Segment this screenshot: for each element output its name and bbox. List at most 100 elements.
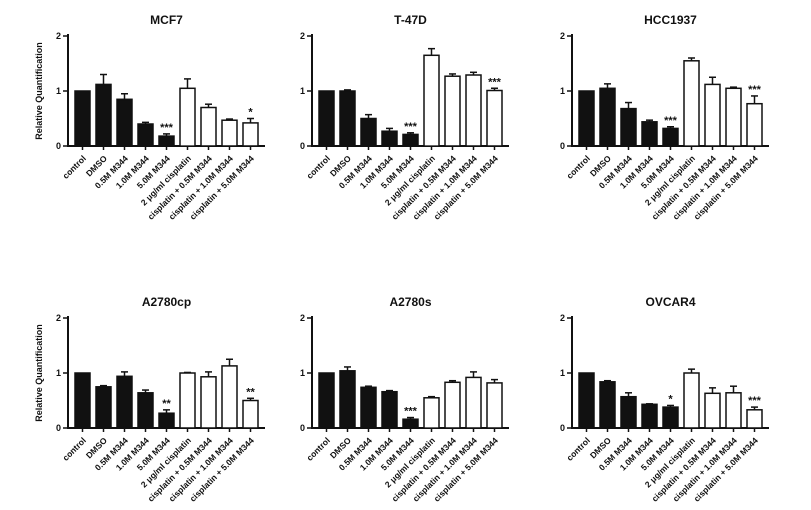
bar: [221, 365, 238, 429]
bar: [444, 75, 461, 147]
y-tick-label: 2: [56, 31, 61, 41]
significance-stars: ***: [404, 406, 418, 418]
bar: [620, 395, 637, 429]
y-tick-label: 1: [56, 368, 61, 378]
x-tick-label: control: [304, 153, 331, 180]
significance-stars: ***: [748, 395, 762, 407]
bar: [641, 403, 658, 429]
significance-stars: **: [162, 398, 171, 410]
significance-stars: ***: [748, 84, 762, 96]
y-tick-label: 2: [560, 31, 565, 41]
bar: [662, 127, 679, 147]
y-tick-label: 0: [56, 423, 61, 433]
bar: [339, 370, 356, 429]
bar: [641, 121, 658, 147]
bar: [423, 397, 440, 429]
bar: [74, 372, 91, 429]
y-tick-label: 0: [560, 141, 565, 151]
x-tick-label: control: [564, 435, 591, 462]
bar: [179, 87, 196, 147]
x-tick-label: control: [60, 435, 87, 462]
bar: [339, 90, 356, 147]
bar: [746, 102, 763, 147]
bar: [158, 135, 175, 147]
chart-t47d: T-47D 0 1 2 control DMSO 0.5M M344 1.0M M344 ***…: [282, 6, 544, 228]
bar: [578, 372, 595, 429]
significance-stars: ***: [488, 76, 502, 88]
bar: [242, 122, 259, 147]
bar: [200, 376, 217, 429]
y-tick-label: 2: [56, 313, 61, 323]
bar: [116, 375, 133, 429]
bar: [137, 392, 154, 429]
bar: [444, 381, 461, 429]
chart-mcf7: MCF7 0 1 2 Relative Quantification control DMS…: [20, 6, 282, 228]
chart-title: A2780cp: [142, 295, 191, 309]
significance-stars: **: [246, 386, 255, 398]
bar: [95, 386, 112, 429]
bar: [486, 89, 503, 147]
y-tick-label: 2: [300, 313, 305, 323]
bar: [179, 372, 196, 429]
x-tick-label: control: [304, 435, 331, 462]
x-tick-label: control: [60, 153, 87, 180]
chart-title: T-47D: [394, 13, 427, 27]
bar: [200, 106, 217, 147]
bar: [683, 372, 700, 429]
bar: [360, 117, 377, 147]
chart-title: A2780s: [389, 295, 431, 309]
y-tick-label: 1: [300, 368, 305, 378]
x-tick-label: control: [564, 153, 591, 180]
y-axis-label: Relative Quantification: [34, 324, 44, 422]
bar: [221, 119, 238, 147]
y-tick-label: 2: [560, 313, 565, 323]
significance-stars: *: [668, 393, 673, 405]
significance-stars: ***: [404, 121, 418, 133]
bar: [620, 107, 637, 147]
bar: [704, 83, 721, 147]
bar: [486, 382, 503, 429]
y-tick-label: 2: [300, 31, 305, 41]
chart-a2780cp: A2780cp 0 1 2 Relative Quantification control…: [20, 288, 282, 510]
bar: [599, 87, 616, 147]
bar: [423, 54, 440, 147]
bar: [725, 87, 742, 147]
bar: [95, 83, 112, 147]
y-tick-label: 0: [560, 423, 565, 433]
y-tick-label: 1: [560, 86, 565, 96]
y-tick-label: 0: [300, 141, 305, 151]
y-axis-label: Relative Quantification: [34, 42, 44, 140]
significance-stars: ***: [664, 115, 678, 127]
bar: [402, 418, 419, 429]
significance-stars: ***: [160, 122, 174, 134]
bar: [318, 90, 335, 147]
bar: [318, 372, 335, 429]
bar: [381, 130, 398, 147]
y-tick-label: 1: [560, 368, 565, 378]
bar: [465, 74, 482, 147]
bar: [683, 60, 700, 147]
bar: [599, 381, 616, 429]
bar: [465, 376, 482, 429]
y-tick-label: 1: [56, 86, 61, 96]
bar: [381, 390, 398, 429]
bar: [158, 412, 175, 429]
chart-a2780s: A2780s 0 1 2 control DMSO 0.5M M344 1.0M M344 **…: [282, 288, 544, 510]
bar: [116, 98, 133, 147]
chart-title: HCC1937: [644, 13, 697, 27]
bar: [662, 406, 679, 429]
bar: [402, 133, 419, 147]
chart-title: MCF7: [150, 13, 183, 27]
y-tick-label: 0: [300, 423, 305, 433]
chart-ovcar4: OVCAR4 0 1 2 control DMSO 0.5M M344 1.0M M344 * 5…: [542, 288, 804, 510]
chart-hcc1937: HCC1937 0 1 2 control DMSO 0.5M M344 1.0M M344 *…: [542, 6, 804, 228]
bar: [578, 90, 595, 147]
bar: [704, 392, 721, 429]
bar: [360, 386, 377, 429]
bar: [746, 409, 763, 429]
bar: [137, 123, 154, 147]
significance-stars: *: [248, 107, 253, 119]
y-tick-label: 1: [300, 86, 305, 96]
y-tick-label: 0: [56, 141, 61, 151]
